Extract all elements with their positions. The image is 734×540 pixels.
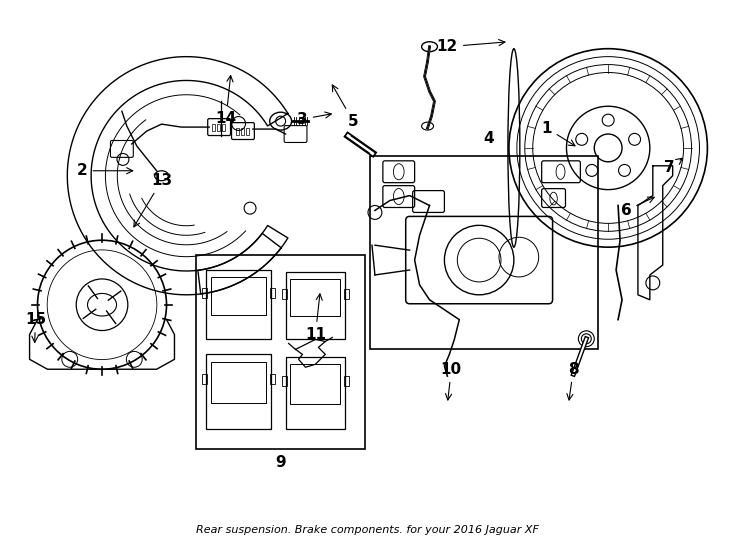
Text: 12: 12	[437, 39, 505, 54]
Bar	[211, 362, 266, 403]
Bar	[222, 124, 225, 131]
Bar	[370, 156, 598, 349]
Text: 8: 8	[567, 362, 578, 400]
Bar	[211, 277, 266, 315]
Text: 9: 9	[275, 455, 286, 469]
Bar	[203, 288, 207, 298]
Bar	[344, 376, 349, 386]
Bar	[212, 124, 215, 131]
Text: 4: 4	[484, 131, 495, 146]
Text: 10: 10	[441, 362, 462, 400]
Text: 5: 5	[333, 85, 358, 129]
Bar	[291, 364, 341, 404]
Bar	[286, 357, 345, 429]
Bar	[282, 376, 286, 386]
Bar	[203, 374, 207, 384]
Bar	[241, 128, 244, 135]
Bar	[206, 270, 271, 340]
Text: 1: 1	[542, 120, 575, 146]
Text: 6: 6	[621, 197, 654, 218]
Text: 11: 11	[305, 294, 326, 342]
Bar	[282, 289, 286, 299]
Bar	[291, 279, 341, 316]
Bar	[344, 289, 349, 299]
Bar	[236, 128, 239, 135]
Text: 14: 14	[216, 76, 236, 126]
Bar	[196, 255, 365, 449]
Text: 13: 13	[134, 173, 172, 227]
Bar	[286, 272, 345, 340]
Text: 3: 3	[297, 112, 331, 127]
Text: 15: 15	[25, 312, 46, 342]
Bar	[246, 128, 249, 135]
Bar	[269, 288, 275, 298]
Bar	[269, 374, 275, 384]
Text: 2: 2	[77, 163, 133, 178]
Text: 7: 7	[664, 158, 683, 176]
Bar	[206, 354, 271, 429]
Text: Rear suspension. Brake components. for your 2016 Jaguar XF: Rear suspension. Brake components. for y…	[195, 524, 539, 535]
Bar	[217, 124, 220, 131]
